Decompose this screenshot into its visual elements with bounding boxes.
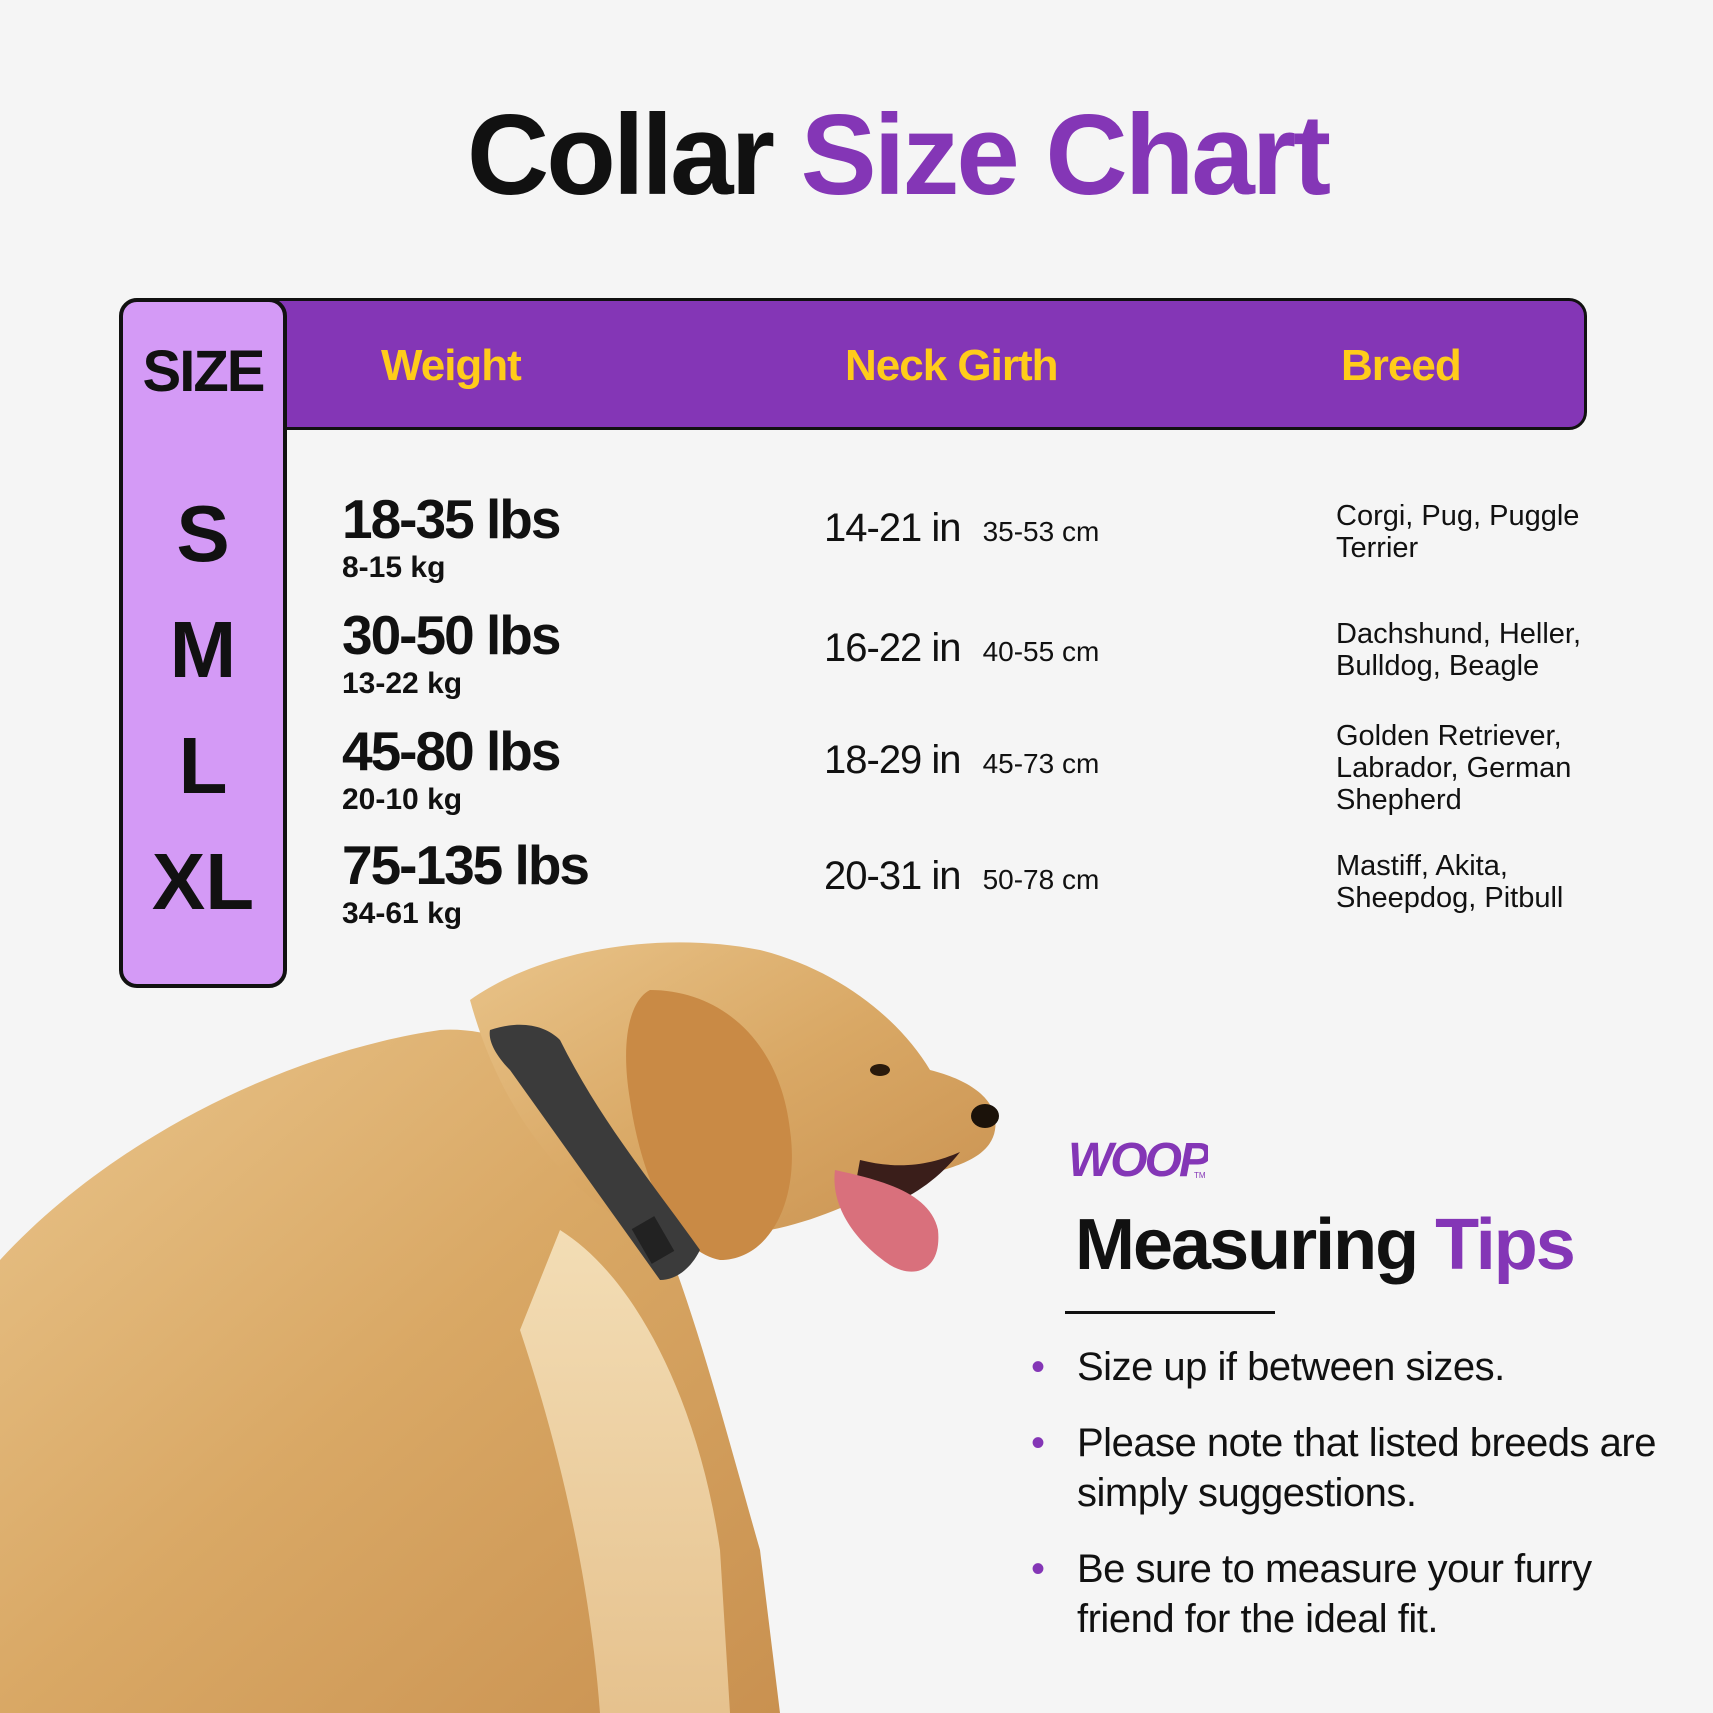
- table-row-s-girth: 14-21 in 35-53 cm: [824, 506, 1099, 551]
- table-row-l-weight: 45-80 lbs 20-10 kg: [342, 720, 561, 816]
- svg-text:TM: TM: [1194, 1171, 1206, 1180]
- table-row-m-breed: Dachshund, Heller, Bulldog, Beagle: [1336, 618, 1582, 682]
- size-label-s: S: [176, 489, 230, 578]
- table-row-m-girth: 16-22 in 40-55 cm: [824, 626, 1099, 671]
- weight-kg: 34-61 kg: [342, 897, 463, 930]
- bullet-icon: •: [1031, 1345, 1045, 1389]
- table-row-s-breed: Corgi, Pug, Puggle Terrier: [1336, 500, 1580, 564]
- table-row-l-breed: Golden Retriever, Labrador, German Sheph…: [1336, 720, 1572, 816]
- table-row-m-weight: 30-50 lbs 13-22 kg: [342, 604, 561, 700]
- girth-inches: 16-22 in: [824, 626, 962, 670]
- table-row-s-weight: 18-35 lbs 8-15 kg: [342, 488, 561, 584]
- girth-cm: 40-55 cm: [982, 636, 1100, 667]
- size-label-m: M: [169, 605, 237, 694]
- column-header-neck-girth: Neck Girth: [845, 341, 1059, 390]
- weight-kg: 20-10 kg: [342, 783, 463, 816]
- page-title: Collar Size Chart: [0, 88, 1713, 225]
- table-row-l-girth: 18-29 in 45-73 cm: [824, 738, 1099, 783]
- golden-retriever-icon: [0, 942, 999, 1713]
- tip-text: Size up if between sizes.: [1077, 1345, 1505, 1389]
- tip-text: Be sure to measure your furry friend for…: [1077, 1547, 1592, 1641]
- svg-text:WOOPF: WOOPF: [1068, 1134, 1208, 1187]
- weight-lbs: 30-50 lbs: [342, 604, 561, 666]
- tip-text: Please note that listed breeds are simpl…: [1077, 1421, 1656, 1515]
- tips-divider: [1065, 1311, 1275, 1314]
- tips-title: Measuring Tips: [1075, 1205, 1576, 1285]
- list-item: • Size up if between sizes.: [1025, 1342, 1695, 1392]
- bullet-icon: •: [1031, 1547, 1045, 1591]
- size-column: SIZE S M L XL: [119, 298, 287, 988]
- girth-inches: 20-31 in: [824, 854, 962, 898]
- girth-cm: 45-73 cm: [982, 748, 1100, 779]
- girth-cm: 50-78 cm: [982, 864, 1100, 895]
- table-row-xl-weight: 75-135 lbs 34-61 kg: [342, 834, 590, 930]
- tips-title-part-2: Tips: [1435, 1205, 1576, 1285]
- tips-list: • Size up if between sizes. • Please note …: [1025, 1342, 1695, 1670]
- size-label-l: L: [178, 721, 228, 810]
- column-header-weight: Weight: [381, 341, 522, 390]
- weight-lbs: 75-135 lbs: [342, 834, 590, 896]
- weight-kg: 8-15 kg: [342, 551, 446, 584]
- table-header-bar: Weight Neck Girth Breed: [240, 298, 1587, 430]
- girth-cm: 35-53 cm: [982, 516, 1100, 547]
- bullet-icon: •: [1031, 1421, 1045, 1465]
- table-row-xl-breed: Mastiff, Akita, Sheepdog, Pitbull: [1336, 850, 1564, 914]
- girth-inches: 18-29 in: [824, 738, 962, 782]
- weight-lbs: 45-80 lbs: [342, 720, 561, 782]
- woopf-logo: WOOPF TM: [1068, 1134, 1208, 1187]
- list-item: • Please note that listed breeds are simp…: [1025, 1418, 1695, 1518]
- title-part-1: Collar: [466, 92, 775, 219]
- weight-kg: 13-22 kg: [342, 667, 463, 700]
- weight-lbs: 18-35 lbs: [342, 488, 561, 550]
- column-header-breed: Breed: [1341, 341, 1462, 390]
- girth-inches: 14-21 in: [824, 506, 962, 550]
- size-label-xl: XL: [151, 837, 255, 926]
- size-header: SIZE: [142, 339, 266, 404]
- tips-title-part-1: Measuring: [1075, 1205, 1419, 1285]
- title-part-2: Size Chart: [800, 92, 1331, 219]
- list-item: • Be sure to measure your furry friend fo…: [1025, 1544, 1695, 1644]
- table-row-xl-girth: 20-31 in 50-78 cm: [824, 854, 1099, 899]
